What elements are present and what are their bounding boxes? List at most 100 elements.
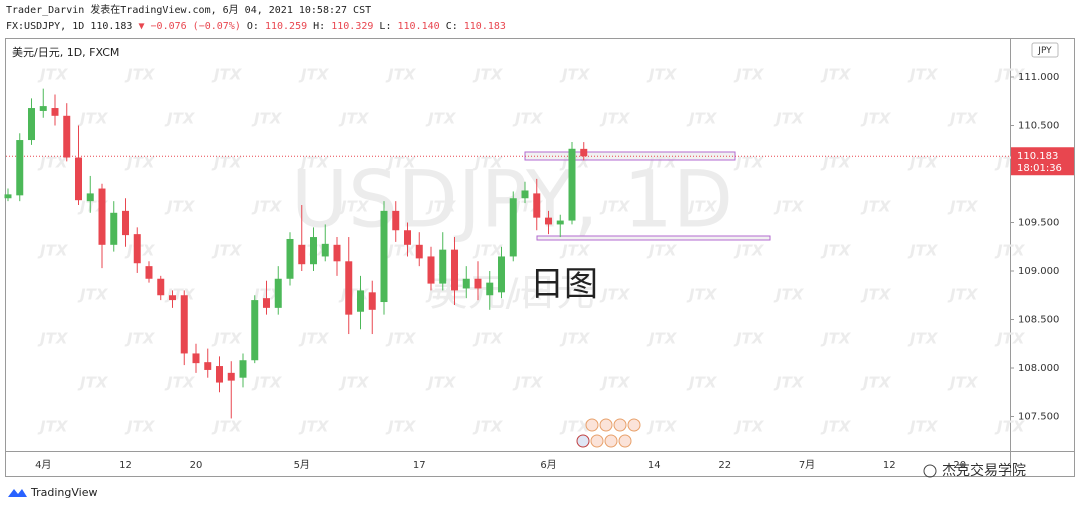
tile-watermark: JTX: [338, 198, 370, 216]
x-tick-label: 14: [648, 460, 661, 471]
tile-watermark: JTX: [860, 110, 892, 128]
channel: 杰克交易学院: [942, 462, 1026, 479]
tile-watermark: JTX: [251, 110, 283, 128]
event-icons: [576, 418, 641, 448]
ohlc-label: H:: [313, 21, 325, 32]
tile-watermark: JTX: [686, 110, 718, 128]
x-tick-label: 12: [119, 460, 132, 471]
watermarks: JTX JTX JTX JTX JTX JTX JTX JTX JTX JTX JTX JTX JTX J…: [37, 66, 1026, 436]
tile-watermark: JTX: [164, 286, 196, 304]
event-icon[interactable]: [585, 418, 599, 432]
tile-watermark: JTX: [773, 198, 805, 216]
candle-body: [169, 295, 176, 301]
event-icon[interactable]: [627, 418, 641, 432]
tile-watermark: JTX: [77, 374, 109, 392]
candle-body: [427, 256, 435, 284]
candle-body: [51, 108, 59, 116]
tile-watermark: JTX: [947, 110, 979, 128]
quote-line: FX:USDJPY, 1D 110.183 ▼ −0.076 (−0.07%) …: [6, 21, 506, 32]
tile-watermark: JTX: [37, 242, 69, 260]
tile-watermark: JTX: [77, 286, 109, 304]
tile-watermark: JTX: [211, 418, 243, 436]
tile-watermark: JTX: [385, 66, 417, 84]
tile-watermark: JTX: [298, 418, 330, 436]
ohlc-value: 110.140: [398, 21, 440, 32]
candle-body: [474, 278, 482, 289]
tile-watermark: JTX: [994, 242, 1026, 260]
x-tick-label: 12: [883, 460, 896, 471]
tile-watermark: JTX: [37, 418, 69, 436]
tile-watermark: JTX: [820, 154, 852, 172]
candle-body: [368, 292, 376, 310]
tile-watermark: JTX: [211, 330, 243, 348]
tile-watermark: JTX: [686, 374, 718, 392]
currency-badge[interactable]: [1031, 42, 1059, 58]
legend-title: 美元/日元, 1D, FXCM: [12, 46, 119, 59]
plot-frame: [5, 38, 1075, 452]
tile-watermark: JTX: [124, 418, 156, 436]
candle-body: [521, 190, 529, 199]
tile-watermark: JTX: [385, 154, 417, 172]
tile-watermark: JTX: [733, 66, 765, 84]
event-icon[interactable]: [576, 434, 590, 448]
ohlc-label: L:: [379, 21, 391, 32]
tile-watermark: JTX: [124, 66, 156, 84]
event-icon[interactable]: [618, 434, 632, 448]
tile-watermark: JTX: [338, 286, 370, 304]
tile-watermark: JTX: [994, 330, 1026, 348]
tile-watermark: JTX: [820, 242, 852, 260]
event-icon[interactable]: [613, 418, 627, 432]
y-tick-label: 109.500: [1018, 217, 1059, 228]
candle-body: [122, 210, 129, 236]
tile-watermark: JTX: [559, 66, 591, 84]
x-tick-label: 22: [718, 460, 731, 471]
candle-body: [16, 140, 24, 196]
candle-body: [321, 243, 329, 257]
tile-watermark: JTX: [338, 110, 370, 128]
brand: TradingView: [30, 486, 97, 499]
author-line: Trader_Darvin 发表在TradingView.com, 6月 04,…: [6, 3, 371, 16]
tile-watermark: JTX: [164, 198, 196, 216]
candle-body: [180, 295, 188, 354]
ohlc-label: C:: [446, 21, 458, 32]
tile-watermark: JTX: [512, 286, 544, 304]
tile-watermark: JTX: [820, 418, 852, 436]
tile-watermark: JTX: [251, 198, 283, 216]
channel-icon: [923, 464, 937, 478]
tile-watermark: JTX: [599, 110, 631, 128]
candle-body: [39, 106, 47, 111]
tile-watermark: JTX: [37, 154, 69, 172]
tile-watermark: JTX: [211, 66, 243, 84]
last-price: 110.183: [90, 21, 132, 32]
price-label: 110.183: [1017, 151, 1058, 162]
event-icon[interactable]: [590, 434, 604, 448]
tile-watermark: JTX: [425, 198, 457, 216]
annotation: 日图: [530, 265, 598, 305]
candle-body: [110, 212, 118, 245]
candle-body: [75, 157, 82, 201]
tile-watermark: JTX: [599, 374, 631, 392]
zone-box: [536, 235, 771, 241]
tile-watermark: JTX: [385, 242, 417, 260]
ohlc-value: 110.183: [464, 21, 506, 32]
x-tick-label: 7月: [799, 459, 815, 471]
x-tick-label: 20: [190, 460, 203, 471]
event-icon[interactable]: [604, 434, 618, 448]
candle-body: [204, 362, 212, 370]
price-label-box: [1011, 147, 1074, 176]
tile-watermark: JTX: [425, 374, 457, 392]
tile-watermark: JTX: [947, 374, 979, 392]
candle-body: [227, 372, 235, 381]
tile-watermark: JTX: [686, 286, 718, 304]
event-icon[interactable]: [599, 418, 613, 432]
candle-body: [568, 148, 576, 221]
plot: 111.000 110.500 109.500 109.000 108.500 108.0…: [4, 72, 1074, 471]
candle-body: [63, 115, 71, 158]
tile-watermark: JTX: [733, 242, 765, 260]
change: ▼ −0.076 (−0.07%): [139, 21, 241, 32]
candle-body: [251, 300, 259, 361]
tile-watermark: JTX: [425, 286, 457, 304]
candle-body: [310, 237, 317, 265]
tile-watermark: JTX: [907, 66, 939, 84]
